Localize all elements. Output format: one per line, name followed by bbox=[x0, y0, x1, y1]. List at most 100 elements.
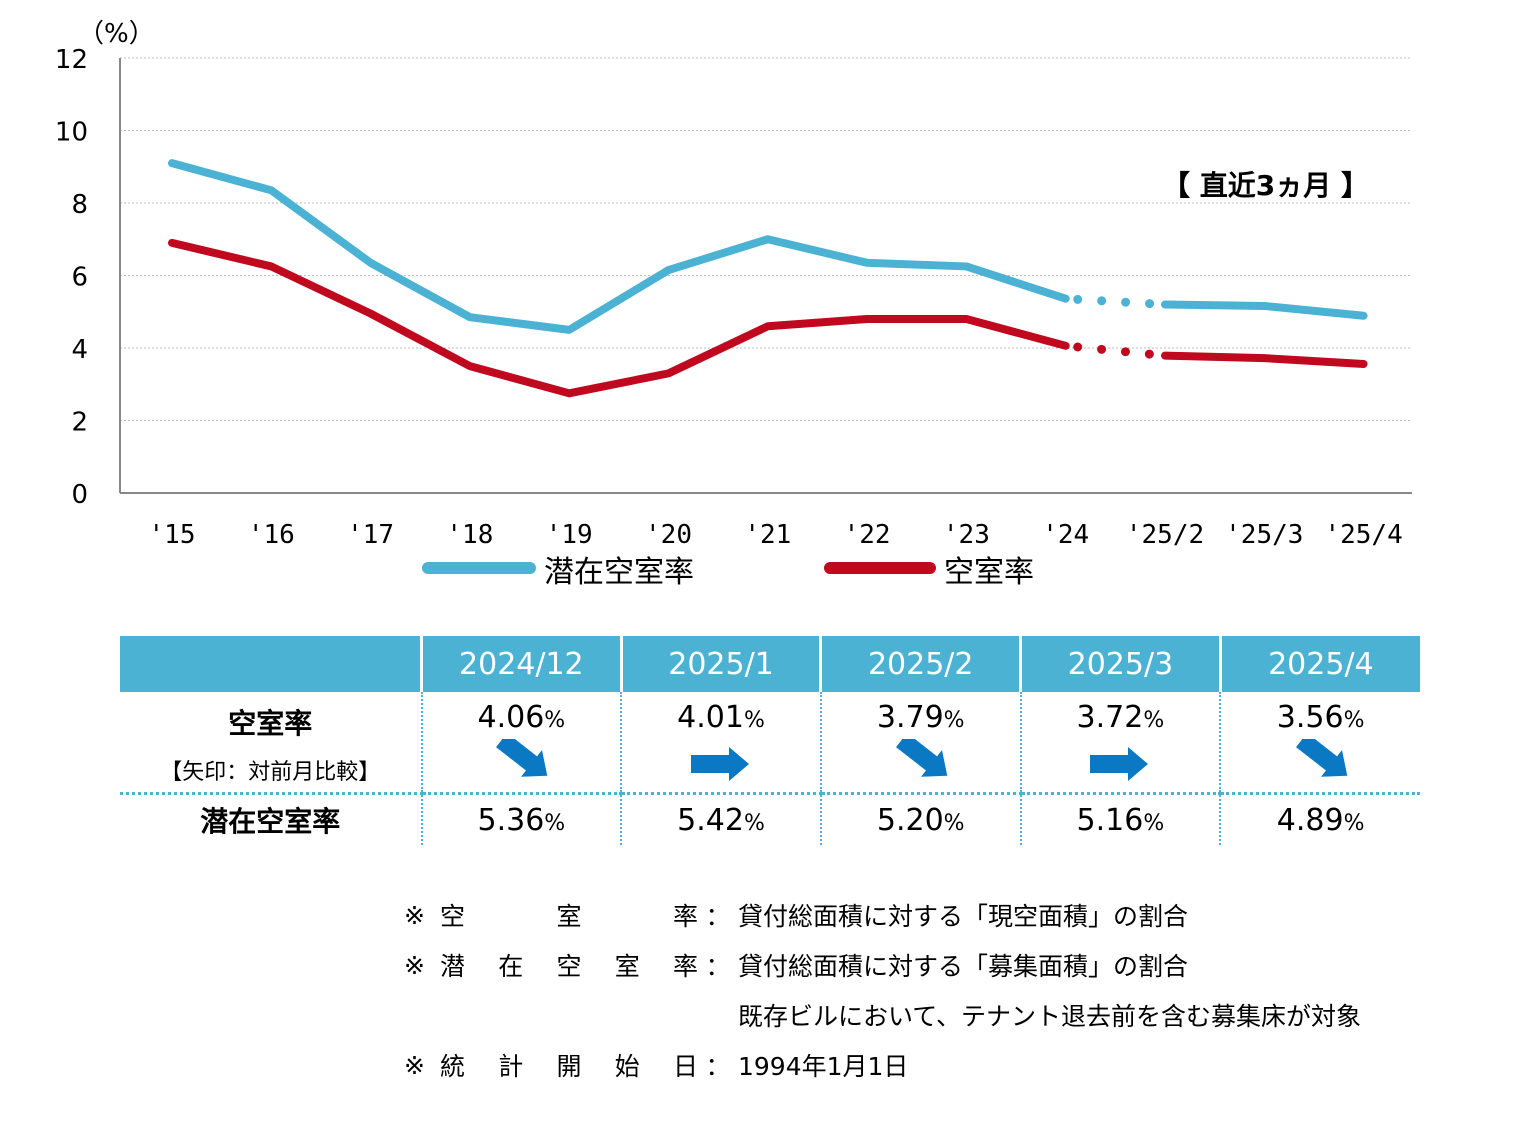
series-line bbox=[1161, 351, 1368, 368]
potential-value: 5.36 bbox=[477, 802, 545, 838]
percent-sign: % bbox=[943, 708, 965, 733]
down-right-arrow-graphic bbox=[1295, 739, 1347, 777]
y-tick-label: 4 bbox=[71, 335, 88, 365]
line-chart: 0 2 4 6 8 10 12 '15 '16 '17 '18 '19 '20 '21 '22 '23 '24… bbox=[55, 19, 1412, 590]
y-unit-label: （%） bbox=[78, 19, 155, 49]
potential-value: 5.20 bbox=[876, 802, 944, 838]
vacancy-value: 3.56 bbox=[1276, 700, 1344, 735]
table-header-cell: 2025/1 bbox=[619, 636, 821, 692]
footnote-term: 統計開始日 bbox=[440, 1052, 698, 1081]
vacancy-row: 空室率 【矢印：対前月比較】 4.06% 4.01% 3.79% 3.72% 3… bbox=[120, 692, 1420, 795]
x-tick-label: '25/4 bbox=[1324, 520, 1402, 550]
footnotes: ※ 空室率：貸付総面積に対する「現空面積」の割合 ※ 潜在空室率：貸付総面積に対する「… bbox=[404, 890, 1361, 1090]
potential-cell: 5.20% bbox=[819, 793, 1021, 845]
y-tick-label: 0 bbox=[71, 480, 88, 510]
potential-vacancy-row: 潜在空室率 5.36% 5.42% 5.20% 5.16% 4.89% bbox=[120, 793, 1420, 846]
table-header-cell: 2025/4 bbox=[1218, 636, 1420, 692]
down-right-arrow-graphic bbox=[496, 739, 548, 777]
potential-cell: 5.16% bbox=[1019, 793, 1221, 845]
down-right-arrow-icon bbox=[1221, 739, 1420, 789]
gridlines bbox=[120, 57, 1412, 421]
potential-cell: 5.42% bbox=[620, 793, 821, 845]
vacancy-label: 空室率 bbox=[228, 707, 313, 740]
percent-sign: % bbox=[1343, 708, 1365, 733]
percent-sign: % bbox=[1143, 708, 1165, 733]
potential-value: 5.16 bbox=[1076, 802, 1144, 838]
right-arrow-graphic bbox=[691, 747, 750, 781]
y-tick-label: 10 bbox=[55, 118, 88, 148]
series-dotted-connector bbox=[1073, 342, 1164, 360]
x-axis-ticks: '15 '16 '17 '18 '19 '20 '21 '22 '23 '24 '25/2 '25/3… bbox=[149, 520, 1403, 550]
y-tick-label: 6 bbox=[71, 263, 88, 293]
footnote-mark: ※ bbox=[404, 1050, 425, 1080]
vacancy-value: 4.01 bbox=[677, 700, 744, 735]
footnote-colon: ： bbox=[705, 902, 731, 931]
footnote-colon: ： bbox=[705, 1052, 731, 1081]
percent-sign: % bbox=[743, 708, 765, 733]
recent-3-months-annotation: 【 直近3ヵ月 】 bbox=[1162, 169, 1369, 202]
footnote-line: ※ 空室率：貸付総面積に対する「現空面積」の割合 bbox=[404, 890, 1361, 940]
footnote-line: 既存ビルにおいて、テナント退去前を含む募集床が対象 bbox=[404, 990, 1361, 1040]
vacancy-value: 4.06 bbox=[477, 700, 545, 735]
y-tick-label: 2 bbox=[71, 408, 88, 438]
x-tick-label: '18 bbox=[446, 520, 493, 550]
vacancy-value: 3.79 bbox=[876, 700, 944, 735]
y-axis-ticks: 0 2 4 6 8 10 12 bbox=[55, 45, 88, 510]
vacancy-cell: 4.01% bbox=[620, 692, 821, 795]
vacancy-cell: 3.56% bbox=[1219, 692, 1420, 795]
down-right-arrow-icon bbox=[423, 739, 621, 789]
vacancy-row-header: 空室率 【矢印：対前月比較】 bbox=[120, 692, 422, 795]
percent-sign: % bbox=[544, 708, 566, 733]
series-lines bbox=[168, 159, 1368, 398]
table-header-row: 2024/12 2025/1 2025/2 2025/3 2025/4 bbox=[120, 636, 1420, 692]
footnote-term: 空室率 bbox=[440, 902, 698, 931]
footnote-line: ※ 統計開始日： 1994年1月1日 bbox=[404, 1040, 1361, 1090]
right-arrow-icon bbox=[622, 739, 820, 789]
x-tick-label: '19 bbox=[546, 520, 593, 550]
x-tick-label: '15 bbox=[149, 520, 196, 550]
percent-sign: % bbox=[544, 810, 566, 836]
footnote-term: 潜在空室率 bbox=[440, 952, 698, 981]
percent-sign: % bbox=[943, 810, 965, 836]
footnote-description: 貸付総面積に対する「募集面積」の割合 bbox=[738, 952, 1189, 981]
legend-label-vacancy: 空室率 bbox=[944, 555, 1034, 590]
x-tick-label: '21 bbox=[744, 520, 791, 550]
table-header-cell: 2025/2 bbox=[819, 636, 1021, 692]
series-dotted-connector bbox=[1073, 294, 1164, 309]
legend: 潜在空室率 空室率 bbox=[422, 555, 1034, 590]
vacancy-cell: 3.72% bbox=[1019, 692, 1221, 795]
x-tick-label: '22 bbox=[844, 520, 891, 550]
vacancy-arrow-note: 【矢印：対前月比較】 bbox=[160, 760, 381, 785]
potential-cell: 5.36% bbox=[420, 793, 622, 845]
monthly-rate-table: 2024/12 2025/1 2025/2 2025/3 2025/4 空室率 … bbox=[120, 636, 1420, 845]
footnote-description: 貸付総面積に対する「現空面積」の割合 bbox=[738, 902, 1189, 931]
footnote-description: 既存ビルにおいて、テナント退去前を含む募集床が対象 bbox=[738, 1002, 1362, 1031]
series-line bbox=[168, 159, 1070, 334]
x-tick-label: '23 bbox=[943, 520, 990, 550]
down-right-arrow-icon bbox=[822, 739, 1020, 789]
potential-label: 潜在空室率 bbox=[200, 805, 341, 838]
x-tick-label: '24 bbox=[1042, 520, 1089, 550]
footnote-mark: ※ bbox=[404, 900, 425, 930]
x-tick-label: '16 bbox=[248, 520, 295, 550]
vacancy-cell: 3.79% bbox=[819, 692, 1021, 795]
percent-sign: % bbox=[1343, 810, 1365, 836]
footnote-mark: ※ bbox=[404, 950, 425, 980]
percent-sign: % bbox=[1143, 810, 1165, 836]
y-tick-label: 12 bbox=[55, 45, 88, 75]
x-tick-label: '25/2 bbox=[1126, 520, 1204, 550]
vacancy-value: 3.72 bbox=[1076, 700, 1144, 735]
y-tick-label: 8 bbox=[71, 190, 88, 220]
footnote-description: 1994年1月1日 bbox=[738, 1052, 909, 1081]
series-line bbox=[168, 238, 1070, 398]
x-tick-label: '17 bbox=[347, 520, 394, 550]
potential-cell: 4.89% bbox=[1219, 793, 1420, 845]
table-header-cell: 2025/3 bbox=[1019, 636, 1221, 692]
legend-label-potential: 潜在空室率 bbox=[544, 555, 694, 590]
right-arrow-icon bbox=[1022, 739, 1220, 789]
potential-value: 5.42 bbox=[677, 802, 744, 838]
potential-row-header: 潜在空室率 bbox=[120, 794, 422, 846]
series-line bbox=[1161, 300, 1368, 320]
table-header-cell: 2024/12 bbox=[420, 636, 622, 692]
footnote-colon: ： bbox=[705, 952, 731, 981]
